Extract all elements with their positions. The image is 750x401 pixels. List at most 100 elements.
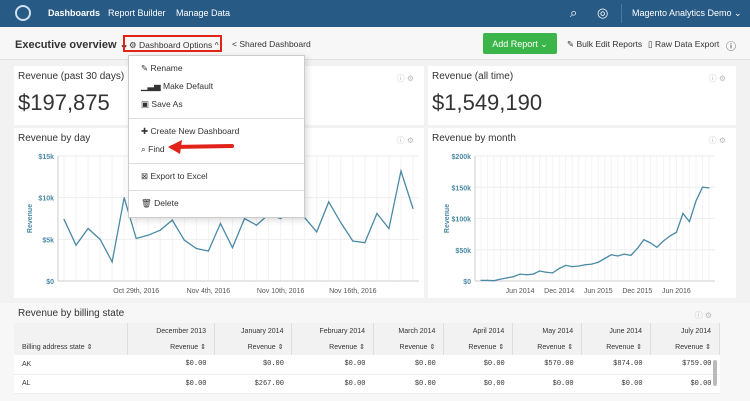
table-cell: $0.00 bbox=[373, 355, 444, 375]
data-point bbox=[610, 254, 612, 256]
label: Save As bbox=[151, 99, 183, 109]
sortable-header[interactable]: Revenue ⇕ bbox=[291, 339, 374, 355]
data-point bbox=[617, 255, 619, 257]
data-point bbox=[352, 240, 354, 242]
data-point bbox=[255, 224, 258, 226]
table-cell: $0.00 bbox=[127, 355, 215, 375]
column-header: April 2014 bbox=[443, 323, 514, 339]
globe-icon[interactable]: ◎ bbox=[597, 5, 609, 20]
x-tick-label: Jun 2015 bbox=[584, 288, 613, 295]
data-point bbox=[316, 231, 318, 233]
sortable-header[interactable]: Revenue ⇕ bbox=[127, 339, 216, 355]
data-point bbox=[412, 207, 414, 210]
save-icon: ▣ bbox=[141, 99, 152, 109]
edit-icon: ✎ bbox=[567, 39, 577, 49]
menu-delete[interactable]: 🗑 Delete bbox=[141, 198, 179, 209]
sortable-header[interactable]: Revenue ⇕ bbox=[373, 339, 445, 355]
column-header bbox=[14, 323, 128, 339]
file-icon: ▯ bbox=[648, 39, 656, 49]
data-point bbox=[695, 200, 697, 202]
y-tick-label: $150k bbox=[452, 185, 472, 192]
column-header: March 2014 bbox=[373, 323, 445, 339]
data-point bbox=[183, 239, 185, 241]
shared-label: Shared Dashboard bbox=[239, 39, 311, 49]
table-cell: $0.00 bbox=[650, 374, 720, 394]
table-cell: $0.00 bbox=[443, 355, 513, 375]
data-point bbox=[400, 170, 402, 172]
data-point bbox=[649, 242, 651, 244]
data-point bbox=[231, 247, 234, 249]
data-point bbox=[111, 261, 113, 263]
data-point bbox=[75, 244, 77, 246]
logo-icon[interactable] bbox=[15, 5, 31, 21]
sortable-header[interactable]: Revenue ⇕ bbox=[512, 339, 583, 355]
data-point bbox=[526, 274, 528, 276]
sortable-header[interactable]: Revenue ⇕ bbox=[214, 339, 293, 355]
sortable-header[interactable]: Revenue ⇕ bbox=[443, 339, 514, 355]
divider bbox=[621, 4, 622, 23]
y-tick-label: $100k bbox=[452, 217, 472, 224]
y-tick-label: $0 bbox=[463, 279, 471, 286]
data-point bbox=[123, 197, 125, 199]
label: Export to Excel bbox=[150, 171, 208, 181]
x-tick-label: Jun 2014 bbox=[506, 288, 535, 295]
account-menu[interactable]: Magento Analytics Demo ⌄ bbox=[632, 8, 742, 18]
metric-value: $1,549,190 bbox=[432, 90, 543, 115]
label: Rename bbox=[150, 63, 183, 73]
menu-create-new-dashboard[interactable]: ✚ Create New Dashboard bbox=[141, 126, 239, 137]
dashboard-options-button[interactable]: ⚙ Dashboard Options ^ bbox=[123, 35, 222, 52]
data-point bbox=[512, 276, 515, 278]
bulk-edit-reports-link[interactable]: ✎ Bulk Edit Reports bbox=[567, 39, 642, 50]
shared-dashboard-link[interactable]: < Shared Dashboard bbox=[232, 39, 311, 49]
nav-manage-data[interactable]: Manage Data bbox=[176, 8, 231, 18]
label: Create New Dashboard bbox=[150, 126, 240, 136]
dashboard-selector[interactable]: Executive overview ⌄ bbox=[15, 39, 129, 51]
menu-rename[interactable]: ✎ Rename bbox=[141, 63, 183, 74]
data-point bbox=[643, 239, 645, 241]
menu-export-to-excel[interactable]: ⊠ Export to Excel bbox=[141, 171, 208, 182]
table-cell: $0.00 bbox=[291, 355, 374, 375]
y-tick-label: $5k bbox=[42, 237, 54, 244]
edit-icon: ✎ bbox=[141, 63, 151, 73]
table-row: AK $0.00 $0.00 $0.00 $0.00 $0.00 $570.00 $874.0… bbox=[14, 355, 720, 375]
trash-icon: 🗑 bbox=[141, 198, 155, 208]
table-scrollbar[interactable] bbox=[713, 360, 717, 386]
data-point bbox=[519, 273, 521, 275]
data-point bbox=[506, 277, 508, 279]
info-settings-icons[interactable]: ⓘ ⚙ bbox=[396, 136, 414, 145]
info-settings-icons[interactable]: ⓘ ⚙ bbox=[708, 136, 726, 145]
x-tick-label: Dec 2015 bbox=[622, 288, 652, 295]
data-point bbox=[630, 254, 632, 256]
data-point bbox=[63, 218, 65, 220]
nav-report-builder[interactable]: Report Builder bbox=[108, 8, 166, 18]
info-settings-icons[interactable]: ⓘ ⚙ bbox=[694, 311, 712, 320]
raw-data-export-link[interactable]: ▯ Raw Data Export bbox=[648, 39, 719, 50]
menu-find[interactable]: ⌕ Find bbox=[141, 144, 165, 155]
data-point bbox=[701, 186, 704, 188]
add-report-button[interactable]: Add Report ⌄ bbox=[483, 33, 557, 54]
data-point bbox=[578, 265, 580, 267]
menu-save-as[interactable]: ▣ Save As bbox=[141, 99, 183, 110]
info-settings-icons[interactable]: ⓘ ⚙ bbox=[396, 74, 414, 83]
card-title: Revenue (all time) bbox=[432, 71, 514, 82]
nav-dashboards[interactable]: Dashboards bbox=[48, 8, 101, 18]
bar-chart-icon: ▁▃▅ bbox=[141, 81, 163, 91]
data-point bbox=[682, 212, 684, 215]
y-tick-label: $10k bbox=[38, 196, 54, 203]
y-tick-label: $50k bbox=[455, 248, 471, 255]
revenue-by-day-chart: $0 $5k $10k $15k Revenue Oct 29th, 2016 Nov 4t… bbox=[27, 154, 419, 295]
y-tick-label: $200k bbox=[452, 154, 472, 161]
data-point bbox=[159, 229, 161, 231]
menu-make-default[interactable]: ▁▃▅ Make Default bbox=[141, 81, 213, 92]
sortable-header[interactable]: Revenue ⇕ bbox=[581, 339, 652, 355]
data-point bbox=[376, 212, 378, 215]
data-point bbox=[552, 272, 554, 274]
data-point bbox=[135, 237, 137, 240]
sortable-header[interactable]: Revenue ⇕ bbox=[650, 339, 720, 355]
search-icon[interactable]: ⌕ bbox=[570, 5, 578, 20]
top-nav: Dashboards Report Builder Manage Data ⌕ … bbox=[0, 0, 750, 27]
info-settings-icons[interactable]: ⓘ ⚙ bbox=[708, 74, 726, 83]
sortable-header[interactable]: Billing address state ⇕ bbox=[14, 339, 128, 355]
table-cell: $874.00 bbox=[581, 355, 651, 375]
info-icon[interactable]: ⓘ bbox=[726, 42, 736, 53]
